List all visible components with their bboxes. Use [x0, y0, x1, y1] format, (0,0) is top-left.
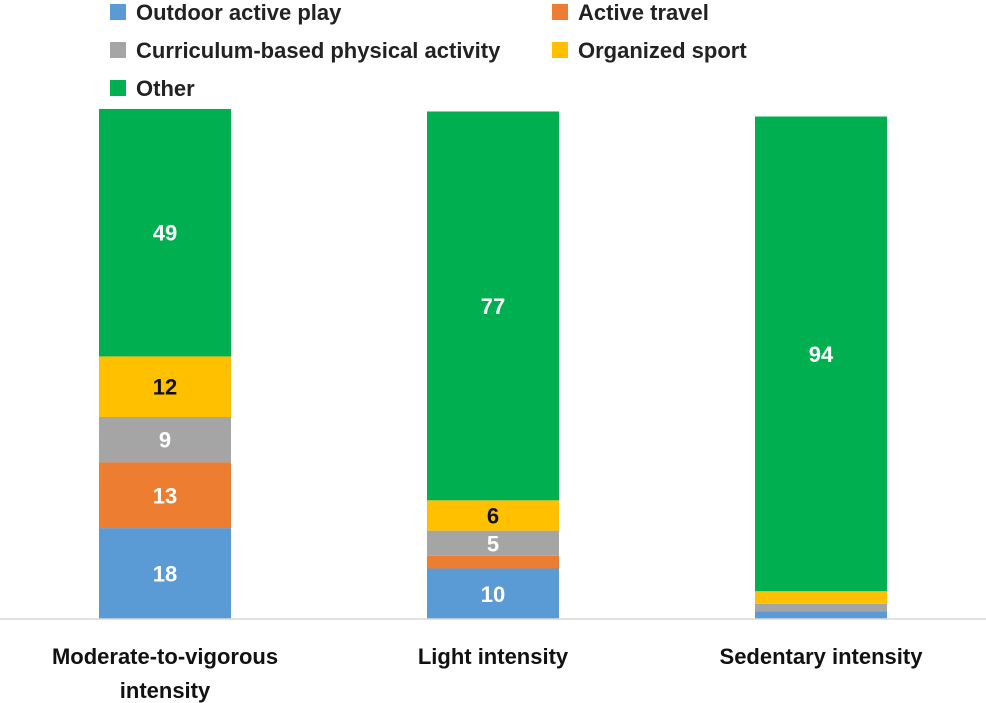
legend-label-active-travel: Active travel	[578, 0, 709, 25]
plot-area: 18 13 9 12 49 10 5 6 77 94	[99, 108, 887, 619]
legend-swatch-other	[110, 80, 126, 96]
data-label-outdoor-active-play-1: 18	[153, 562, 177, 587]
legend-swatch-active-travel	[552, 4, 568, 20]
bar-segment-outdoor-active-play-2	[427, 568, 559, 619]
data-label-other-2: 77	[481, 294, 505, 319]
legend-swatch-outdoor-active-play	[110, 4, 126, 20]
legend-label-other: Other	[136, 76, 195, 101]
data-label-organized-sport-2: 6	[487, 503, 499, 528]
legend-label-outdoor-active-play: Outdoor active play	[136, 0, 342, 25]
bar-stack-sedentary-intensity: 94	[755, 116, 887, 619]
data-label-organized-sport-1: 12	[153, 375, 177, 400]
legend-label-curriculum-based-physical-activity: Curriculum-based physical activity	[136, 38, 501, 63]
bar-segment-curriculum-based-physical-activity-1	[99, 417, 231, 463]
bar-segment-active-travel-2	[427, 555, 559, 569]
legend-label-organized-sport: Organized sport	[578, 38, 747, 63]
data-label-curriculum-based-physical-activity-1: 9	[159, 428, 171, 453]
bar-segment-outdoor-active-play-3	[755, 611, 887, 619]
data-label-active-travel-1: 13	[153, 483, 177, 508]
bar-segment-active-travel-1	[99, 462, 231, 529]
data-label-other-3: 94	[809, 342, 834, 367]
legend: Outdoor active play Active travel Curricul…	[110, 0, 747, 101]
legend-swatch-curriculum-based-physical-activity	[110, 42, 126, 58]
bar-segment-curriculum-based-physical-activity-2	[427, 530, 559, 556]
bar-segment-organized-sport-1	[99, 356, 231, 417]
bar-segment-curriculum-based-physical-activity-3	[755, 603, 887, 612]
bar-segment-other-3	[755, 116, 887, 592]
data-label-other-1: 49	[153, 221, 177, 246]
bar-stack-moderate-to-vigorous-intensity: 18 13 9 12 49	[99, 108, 231, 619]
category-label-light-intensity: Light intensity	[418, 644, 569, 669]
bar-stack-light-intensity: 10 5 6 77	[427, 111, 559, 619]
bar-segment-organized-sport-2	[427, 500, 559, 531]
category-labels: Moderate-to-vigorous intensity Light inten…	[52, 644, 923, 703]
category-label-moderate-to-vigorous-intensity: Moderate-to-vigorous intensity	[52, 644, 278, 703]
bar-segment-other-1	[99, 108, 231, 357]
bar-segment-other-2	[427, 111, 559, 501]
bar-segment-outdoor-active-play-1	[99, 528, 231, 619]
category-label-sedentary-intensity: Sedentary intensity	[720, 644, 924, 669]
data-label-outdoor-active-play-2: 10	[481, 582, 505, 607]
data-label-curriculum-based-physical-activity-2: 5	[487, 531, 499, 556]
bar-segment-organized-sport-3	[755, 591, 887, 604]
legend-swatch-organized-sport	[552, 42, 568, 58]
